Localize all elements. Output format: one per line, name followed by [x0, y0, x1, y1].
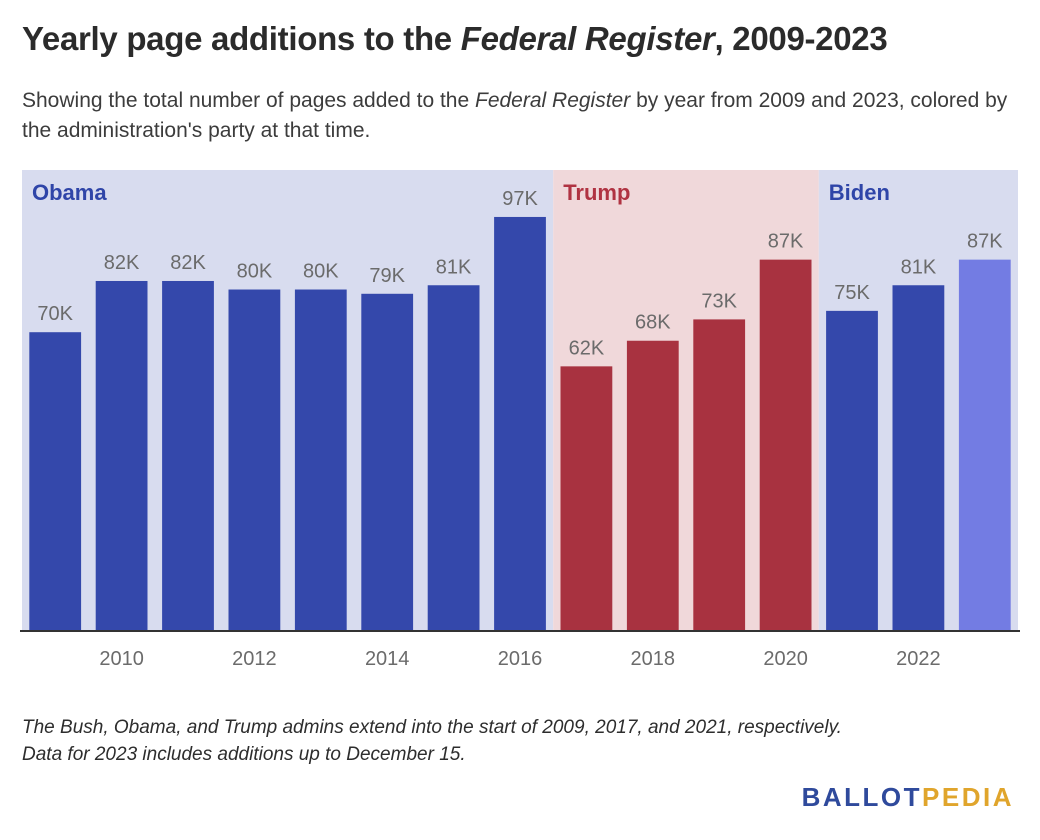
admin-label-trump: Trump: [563, 180, 630, 205]
bar-2009: [29, 332, 82, 631]
bar-2010: [95, 280, 148, 631]
bar-2022: [892, 285, 945, 631]
admin-label-biden: Biden: [829, 180, 890, 205]
data-label-2018: 68K: [635, 312, 671, 334]
chart-title: Yearly page additions to the Federal Reg…: [22, 20, 888, 58]
data-label-2011: 82K: [170, 252, 206, 274]
logo-pedia: PEDIA: [922, 782, 1014, 812]
data-label-2015: 81K: [436, 256, 472, 278]
x-tick-label-2010: 2010: [99, 648, 144, 670]
subtitle-pre: Showing the total number of pages added …: [22, 89, 475, 112]
title-main: Yearly page additions to the: [22, 20, 461, 57]
x-tick-label-2018: 2018: [631, 648, 676, 670]
bar-2018: [626, 340, 679, 631]
title-italic: Federal Register: [460, 20, 715, 57]
data-label-2021: 75K: [834, 282, 870, 304]
footnote-line-2: Data for 2023 includes additions up to D…: [22, 744, 466, 765]
bar-2020: [759, 259, 812, 631]
x-tick-label-2012: 2012: [232, 648, 277, 670]
footnote: The Bush, Obama, and Trump admins extend…: [22, 714, 842, 768]
ballotpedia-logo: BALLOTPEDIA: [802, 782, 1014, 813]
data-label-2016: 97K: [502, 188, 538, 210]
bar-2011: [162, 280, 214, 631]
data-label-2017: 62K: [569, 337, 605, 359]
bar-2013: [294, 289, 347, 631]
data-label-2013: 80K: [303, 261, 339, 283]
bar-2021: [826, 310, 878, 631]
bar-2017: [560, 366, 613, 631]
data-label-2019: 73K: [701, 290, 737, 312]
x-tick-label-2016: 2016: [498, 648, 543, 670]
bar-2012: [228, 289, 281, 631]
x-tick-label-2020: 2020: [763, 648, 808, 670]
data-label-2014: 79K: [369, 265, 405, 287]
data-label-2010: 82K: [104, 252, 140, 274]
subtitle-italic: Federal Register: [475, 89, 631, 112]
bar-chart: Obama Trump Biden 70K 82K 82K 80K 80K 79K 81K 97K 6…: [20, 170, 1020, 670]
bar-2015: [427, 285, 480, 631]
subtitle-post: by year from 2009 and 2023, colored by t…: [22, 89, 1008, 142]
data-label-2020: 87K: [768, 231, 804, 253]
data-label-2009: 70K: [37, 303, 73, 325]
bar-2019: [693, 319, 746, 631]
logo-ballot: BALLOT: [801, 782, 923, 812]
x-tick-label-2014: 2014: [365, 648, 410, 670]
x-tick-label-2022: 2022: [896, 648, 941, 670]
admin-label-obama: Obama: [32, 180, 107, 205]
data-label-2023: 87K: [967, 231, 1003, 253]
bar-2016: [494, 216, 546, 631]
bar-2014: [361, 293, 414, 631]
data-label-2022: 81K: [901, 256, 937, 278]
footnote-line-1: The Bush, Obama, and Trump admins extend…: [22, 717, 842, 738]
title-suffix: , 2009-2023: [714, 20, 888, 57]
bar-2023: [958, 259, 1011, 631]
data-label-2012: 80K: [237, 261, 273, 283]
chart-subtitle: Showing the total number of pages added …: [22, 86, 1022, 146]
